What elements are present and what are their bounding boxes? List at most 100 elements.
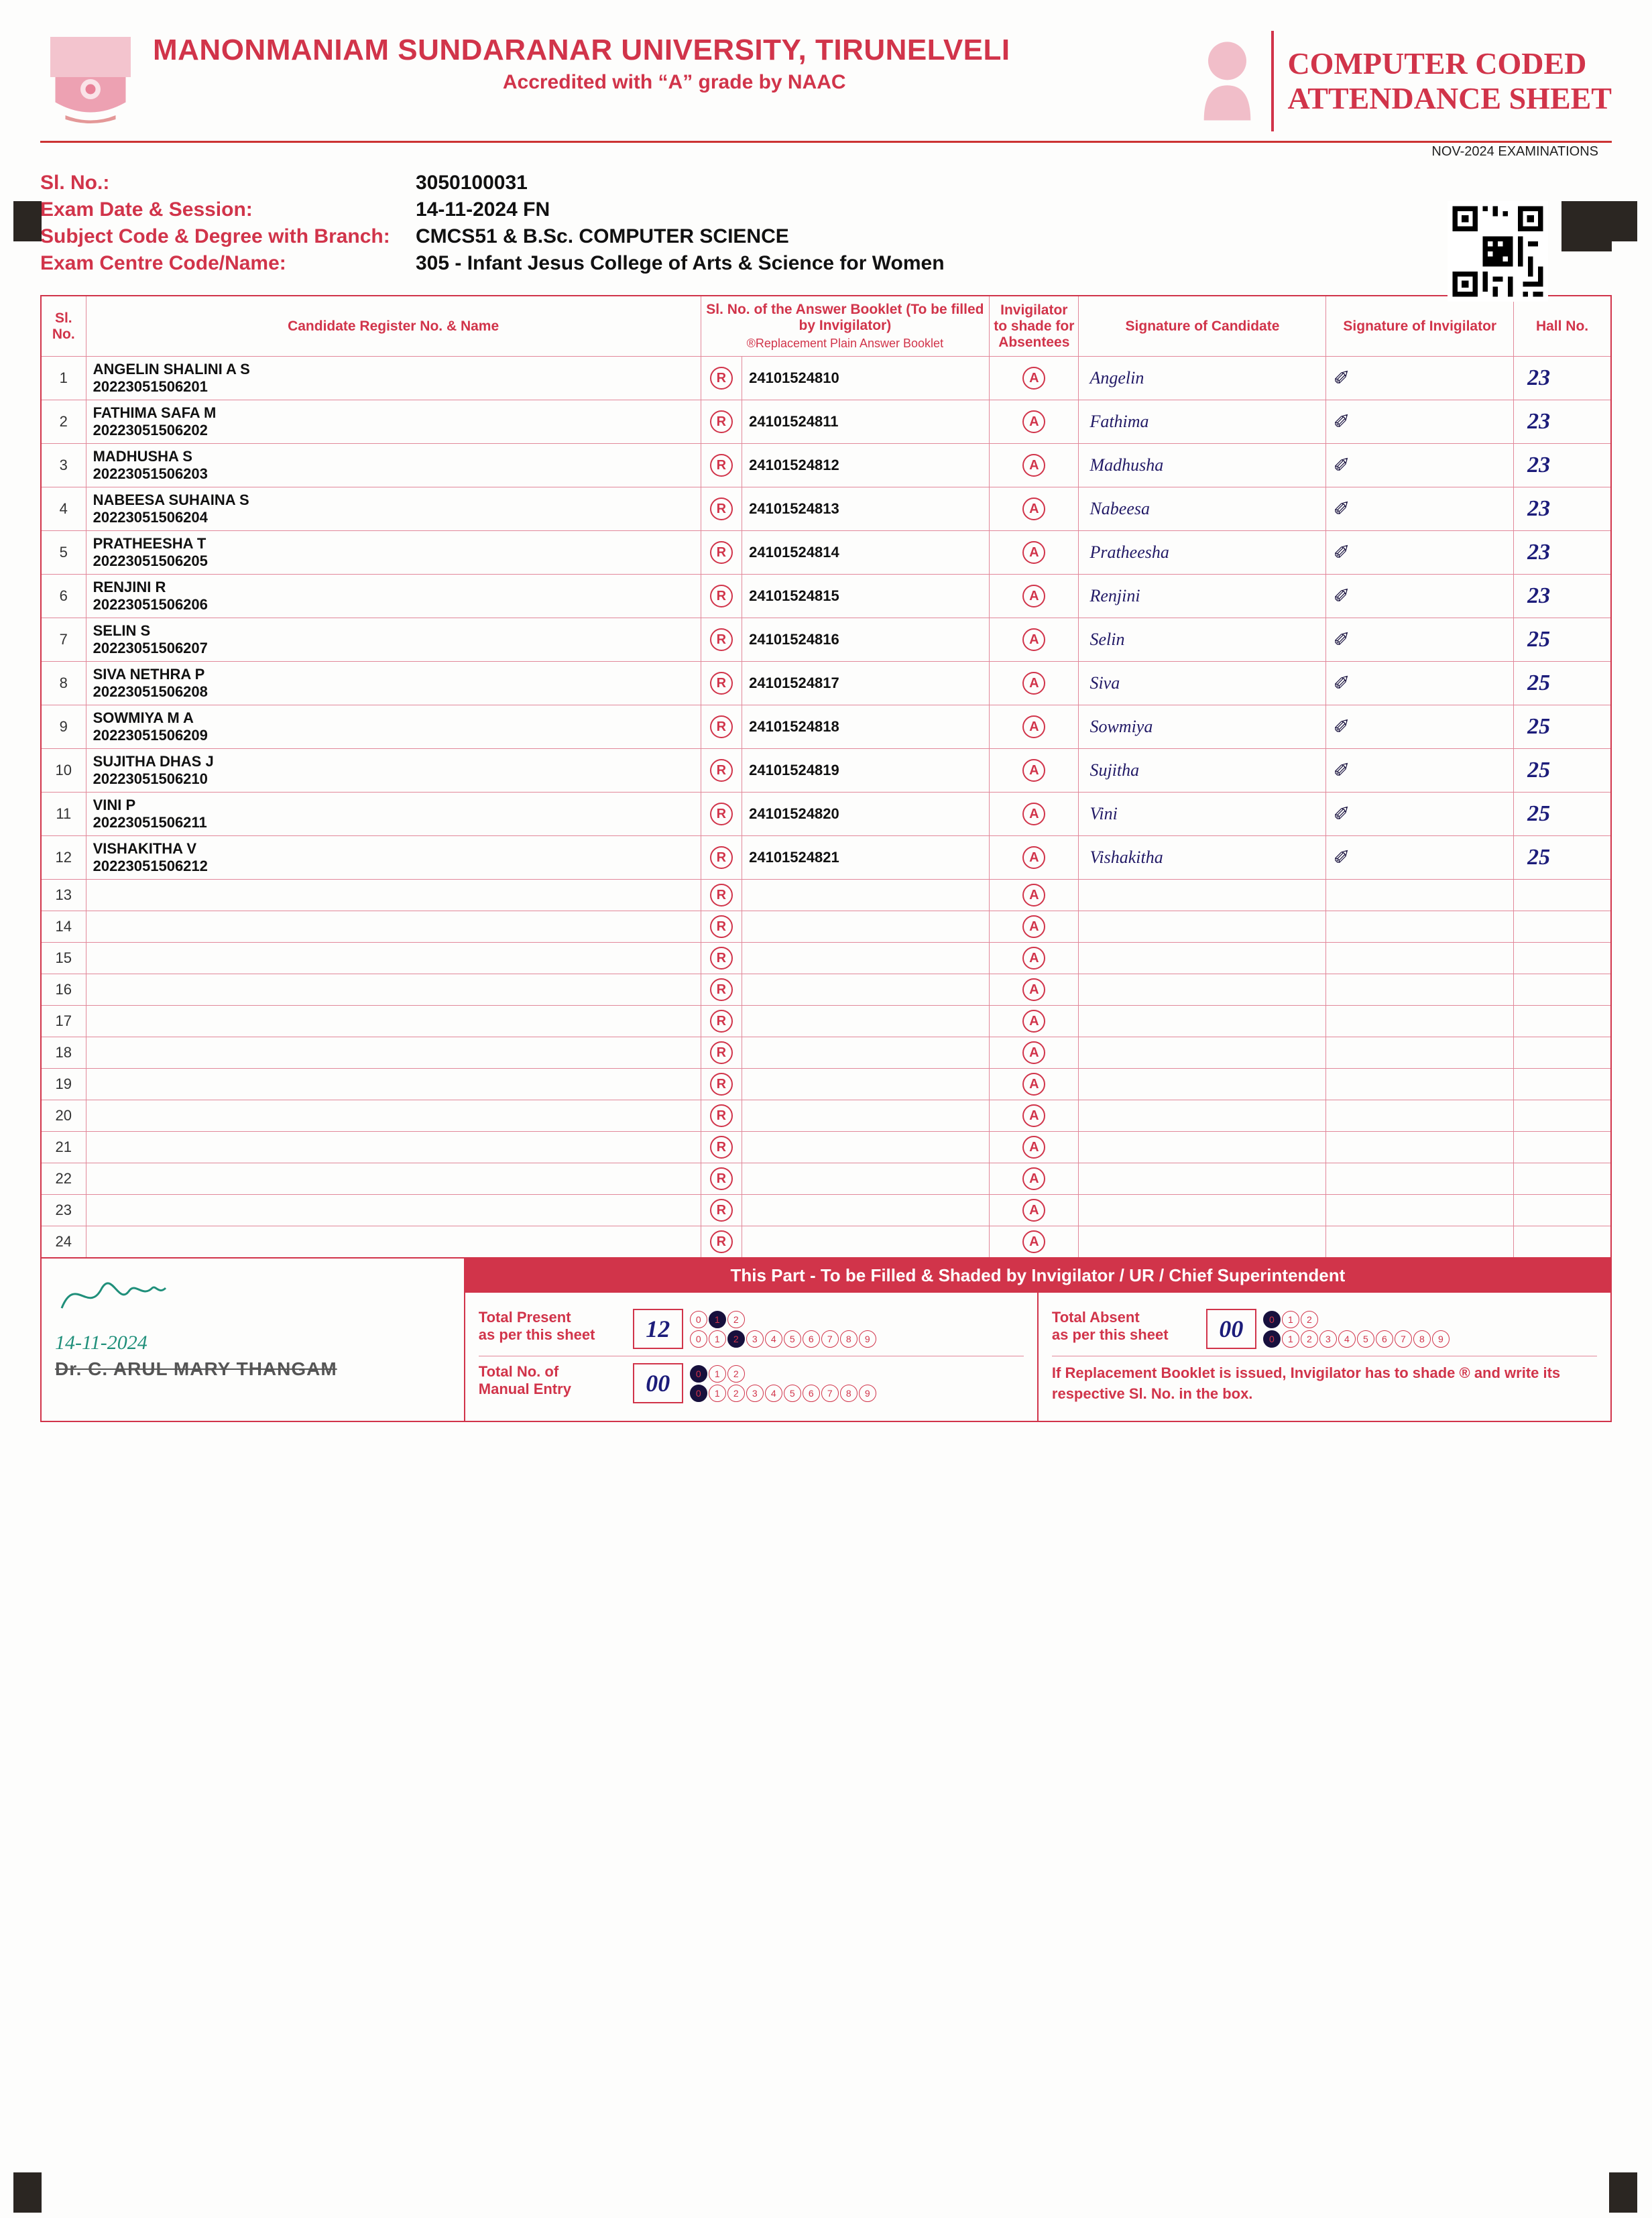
- row-signature-invigilator[interactable]: ✐: [1326, 531, 1514, 575]
- row-absent-mark[interactable]: A: [990, 911, 1079, 943]
- row-signature-candidate[interactable]: Sowmiya: [1079, 705, 1326, 749]
- row-absent-mark[interactable]: A: [990, 1163, 1079, 1195]
- row-replacement-mark[interactable]: R: [701, 487, 742, 531]
- row-signature-candidate[interactable]: [1079, 974, 1326, 1006]
- row-replacement-mark[interactable]: R: [701, 1037, 742, 1069]
- row-signature-candidate[interactable]: Nabeesa: [1079, 487, 1326, 531]
- row-signature-candidate[interactable]: [1079, 911, 1326, 943]
- row-signature-invigilator[interactable]: [1326, 1226, 1514, 1259]
- row-replacement-mark[interactable]: R: [701, 749, 742, 793]
- row-replacement-mark[interactable]: R: [701, 1069, 742, 1100]
- row-signature-candidate[interactable]: [1079, 943, 1326, 974]
- row-signature-candidate[interactable]: [1079, 1069, 1326, 1100]
- row-signature-candidate[interactable]: [1079, 1163, 1326, 1195]
- row-signature-candidate[interactable]: [1079, 1195, 1326, 1226]
- row-replacement-mark[interactable]: R: [701, 531, 742, 575]
- row-absent-mark[interactable]: A: [990, 575, 1079, 618]
- row-replacement-mark[interactable]: R: [701, 618, 742, 662]
- row-absent-mark[interactable]: A: [990, 487, 1079, 531]
- row-replacement-mark[interactable]: R: [701, 1195, 742, 1226]
- row-absent-mark[interactable]: A: [990, 1226, 1079, 1259]
- row-absent-mark[interactable]: A: [990, 793, 1079, 836]
- row-signature-invigilator[interactable]: [1326, 1069, 1514, 1100]
- row-signature-candidate[interactable]: Angelin: [1079, 357, 1326, 400]
- row-absent-mark[interactable]: A: [990, 1037, 1079, 1069]
- row-replacement-mark[interactable]: R: [701, 1226, 742, 1259]
- row-signature-invigilator[interactable]: ✐: [1326, 444, 1514, 487]
- row-replacement-mark[interactable]: R: [701, 1006, 742, 1037]
- row-signature-invigilator[interactable]: [1326, 974, 1514, 1006]
- row-signature-candidate[interactable]: [1079, 1132, 1326, 1163]
- row-signature-invigilator[interactable]: [1326, 1006, 1514, 1037]
- row-signature-invigilator[interactable]: ✐: [1326, 836, 1514, 880]
- row-absent-mark[interactable]: A: [990, 1006, 1079, 1037]
- row-signature-invigilator[interactable]: ✐: [1326, 618, 1514, 662]
- row-absent-mark[interactable]: A: [990, 1132, 1079, 1163]
- row-signature-candidate[interactable]: Pratheesha: [1079, 531, 1326, 575]
- row-signature-candidate[interactable]: [1079, 1037, 1326, 1069]
- row-replacement-mark[interactable]: R: [701, 911, 742, 943]
- row-absent-mark[interactable]: A: [990, 880, 1079, 911]
- row-absent-mark[interactable]: A: [990, 662, 1079, 705]
- row-signature-invigilator[interactable]: [1326, 1163, 1514, 1195]
- row-signature-candidate[interactable]: [1079, 1006, 1326, 1037]
- row-signature-candidate[interactable]: Renjini: [1079, 575, 1326, 618]
- row-signature-candidate[interactable]: [1079, 880, 1326, 911]
- row-absent-mark[interactable]: A: [990, 1069, 1079, 1100]
- row-replacement-mark[interactable]: R: [701, 943, 742, 974]
- manual-entry-digit-selector[interactable]: 0 1 2 0 1 2 3 4 5 6: [690, 1363, 876, 1403]
- row-absent-mark[interactable]: A: [990, 836, 1079, 880]
- row-signature-candidate[interactable]: Fathima: [1079, 400, 1326, 444]
- total-absent-label: Total Absent as per this sheet: [1052, 1309, 1206, 1349]
- row-absent-mark[interactable]: A: [990, 1100, 1079, 1132]
- row-signature-candidate[interactable]: Selin: [1079, 618, 1326, 662]
- row-absent-mark[interactable]: A: [990, 618, 1079, 662]
- row-signature-candidate[interactable]: Siva: [1079, 662, 1326, 705]
- row-signature-invigilator[interactable]: ✐: [1326, 357, 1514, 400]
- row-signature-invigilator[interactable]: ✐: [1326, 487, 1514, 531]
- row-signature-candidate[interactable]: [1079, 1100, 1326, 1132]
- row-replacement-mark[interactable]: R: [701, 575, 742, 618]
- row-absent-mark[interactable]: A: [990, 705, 1079, 749]
- row-absent-mark[interactable]: A: [990, 943, 1079, 974]
- row-replacement-mark[interactable]: R: [701, 662, 742, 705]
- total-absent-digit-selector[interactable]: 0 1 2 0 1 2 3 4 5 6: [1263, 1309, 1450, 1349]
- row-signature-invigilator[interactable]: [1326, 1100, 1514, 1132]
- row-signature-candidate[interactable]: [1079, 1226, 1326, 1259]
- row-replacement-mark[interactable]: R: [701, 444, 742, 487]
- row-signature-invigilator[interactable]: [1326, 943, 1514, 974]
- row-replacement-mark[interactable]: R: [701, 400, 742, 444]
- row-replacement-mark[interactable]: R: [701, 1163, 742, 1195]
- row-replacement-mark[interactable]: R: [701, 1132, 742, 1163]
- row-signature-invigilator[interactable]: [1326, 1195, 1514, 1226]
- total-present-digit-selector[interactable]: 0 1 2 0 1 2 3 4 5 6: [690, 1309, 876, 1349]
- row-signature-invigilator[interactable]: [1326, 1132, 1514, 1163]
- row-absent-mark[interactable]: A: [990, 400, 1079, 444]
- row-replacement-mark[interactable]: R: [701, 705, 742, 749]
- row-signature-invigilator[interactable]: ✐: [1326, 400, 1514, 444]
- row-signature-candidate[interactable]: Vini: [1079, 793, 1326, 836]
- row-replacement-mark[interactable]: R: [701, 1100, 742, 1132]
- row-absent-mark[interactable]: A: [990, 531, 1079, 575]
- row-signature-invigilator[interactable]: ✐: [1326, 575, 1514, 618]
- row-signature-candidate[interactable]: Vishakitha: [1079, 836, 1326, 880]
- row-signature-candidate[interactable]: Madhusha: [1079, 444, 1326, 487]
- row-replacement-mark[interactable]: R: [701, 836, 742, 880]
- row-replacement-mark[interactable]: R: [701, 793, 742, 836]
- row-signature-candidate[interactable]: Sujitha: [1079, 749, 1326, 793]
- row-absent-mark[interactable]: A: [990, 1195, 1079, 1226]
- row-signature-invigilator[interactable]: [1326, 911, 1514, 943]
- row-signature-invigilator[interactable]: ✐: [1326, 662, 1514, 705]
- row-absent-mark[interactable]: A: [990, 974, 1079, 1006]
- row-replacement-mark[interactable]: R: [701, 357, 742, 400]
- row-replacement-mark[interactable]: R: [701, 880, 742, 911]
- row-signature-invigilator[interactable]: ✐: [1326, 749, 1514, 793]
- row-absent-mark[interactable]: A: [990, 444, 1079, 487]
- row-signature-invigilator[interactable]: ✐: [1326, 793, 1514, 836]
- row-signature-invigilator[interactable]: [1326, 1037, 1514, 1069]
- row-absent-mark[interactable]: A: [990, 357, 1079, 400]
- row-replacement-mark[interactable]: R: [701, 974, 742, 1006]
- row-signature-invigilator[interactable]: [1326, 880, 1514, 911]
- row-signature-invigilator[interactable]: ✐: [1326, 705, 1514, 749]
- row-absent-mark[interactable]: A: [990, 749, 1079, 793]
